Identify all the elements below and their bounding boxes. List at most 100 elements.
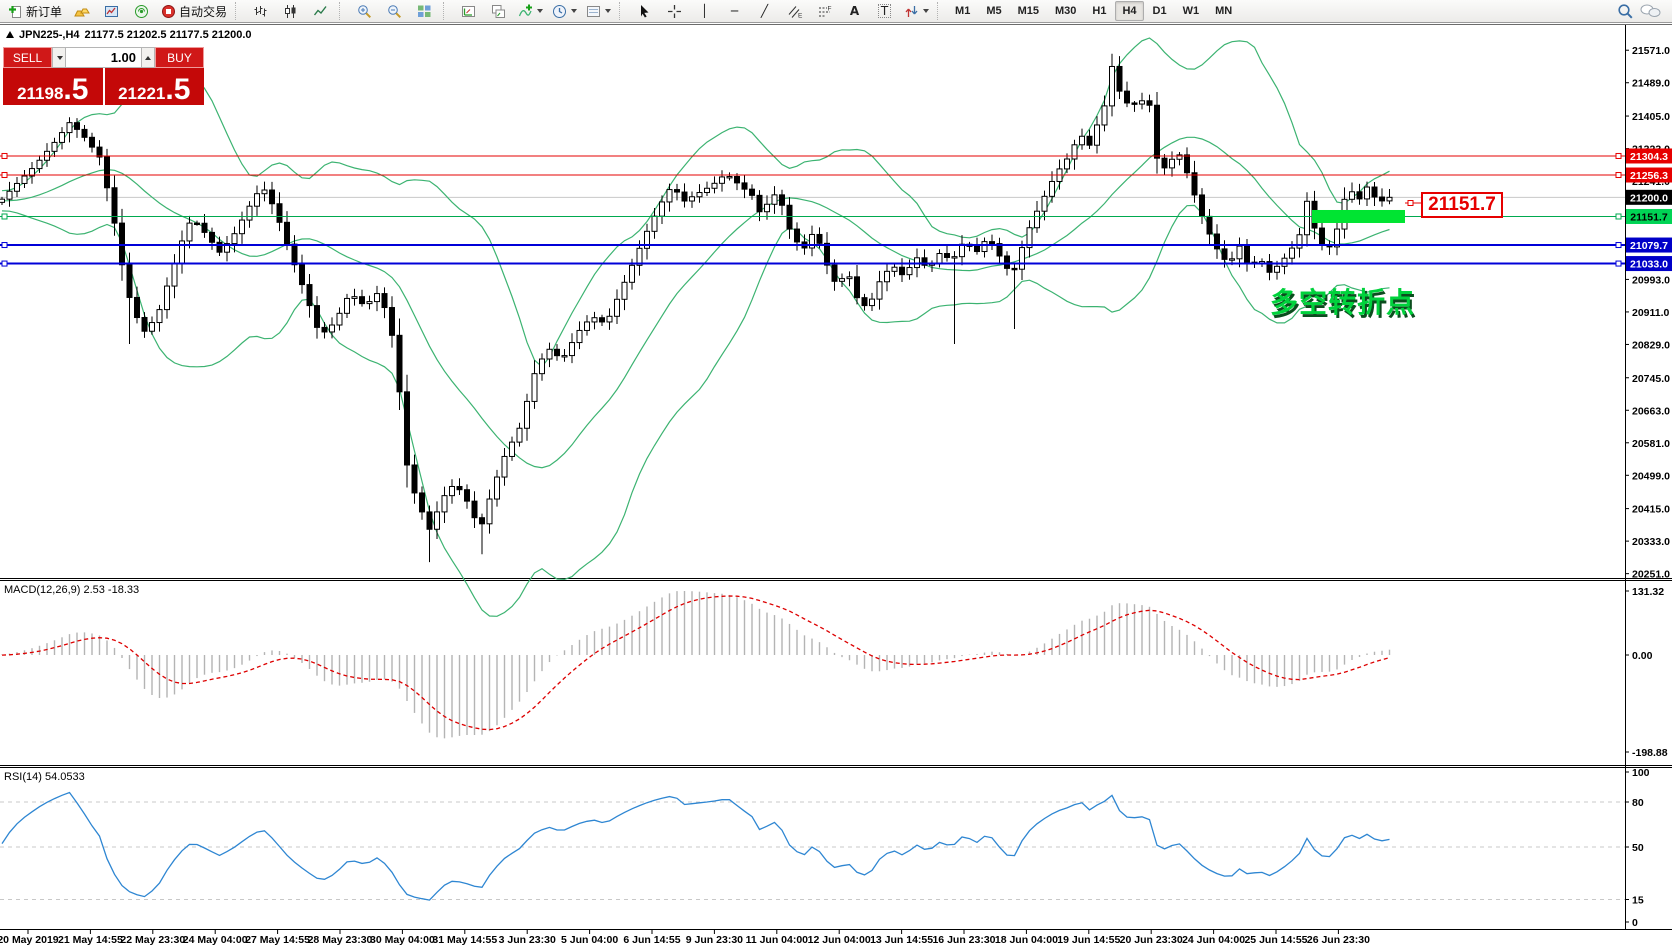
svg-text:26 Jun 23:30: 26 Jun 23:30 [1307, 934, 1370, 946]
signal-button[interactable] [127, 0, 156, 22]
autotrade-icon [162, 4, 176, 18]
svg-text:5 Jun 04:00: 5 Jun 04:00 [561, 934, 618, 946]
timeframe-H4-button[interactable]: H4 [1115, 1, 1144, 21]
svg-text:13 Jun 14:55: 13 Jun 14:55 [870, 934, 933, 946]
timeframe-W1-button[interactable]: W1 [1182, 5, 1200, 17]
zoom-out-button[interactable] [380, 0, 409, 22]
signal-icon [135, 4, 149, 18]
ask-price-main: 21221 [118, 84, 166, 103]
turning-point-annotation[interactable]: 多空转折点 [1270, 287, 1416, 318]
chart-title-bar: JPN225-,H4 21177.5 21202.5 21177.5 21200… [6, 29, 252, 41]
main-toolbar: 新订单 自动交易 [0, 0, 1672, 23]
timeframe-H1-button[interactable]: H1 [1092, 5, 1107, 17]
ask-price[interactable]: 21221 .5 [105, 68, 205, 105]
charts-window-button[interactable] [97, 0, 126, 22]
horizontal-line-button[interactable]: ─ [720, 0, 749, 22]
svg-text:27 May 14:55: 27 May 14:55 [245, 934, 310, 946]
candlestick-chart-icon [285, 4, 296, 18]
buy-button[interactable]: BUY [155, 47, 204, 68]
text-label-button[interactable]: T [870, 0, 899, 22]
arrow-objects-icon [905, 5, 918, 17]
svg-text:20415.0: 20415.0 [1632, 504, 1670, 516]
chevron-down-icon [571, 9, 578, 13]
svg-text:20745.0: 20745.0 [1632, 373, 1670, 385]
bid-price[interactable]: 21198 .5 [3, 68, 103, 105]
svg-text:24 Jun 04:00: 24 Jun 04:00 [1182, 934, 1245, 946]
zoom-in-icon [358, 4, 372, 18]
tile-windows-icon [418, 5, 431, 17]
trendline-button[interactable]: ╱ [750, 0, 779, 22]
svg-text:30 May 04:00: 30 May 04:00 [370, 934, 435, 946]
volume-increase-button[interactable] [141, 47, 155, 68]
chart-symbol-period: JPN225-,H4 [19, 29, 80, 41]
chart-template-icon [587, 5, 601, 17]
text-label-icon: T [877, 4, 892, 18]
chart-template-button[interactable] [582, 0, 615, 22]
svg-text:3 Jun 23:30: 3 Jun 23:30 [499, 934, 556, 946]
tile-windows-button[interactable] [410, 0, 439, 22]
chart-ohlc-values: 21177.5 21202.5 21177.5 21200.0 [84, 29, 252, 41]
zoom-out-icon [388, 4, 402, 18]
timeframe-toolbar: M1 M5 M15 M30 H1 H4 D1 W1 MN [948, 1, 1239, 21]
svg-text:18 Jun 04:00: 18 Jun 04:00 [995, 934, 1058, 946]
line-chart-button[interactable] [306, 0, 335, 22]
text-button[interactable]: A [840, 0, 869, 22]
svg-text:20829.0: 20829.0 [1632, 339, 1670, 351]
search-icon[interactable] [1617, 3, 1634, 20]
vertical-line-button[interactable]: │ [690, 0, 719, 22]
svg-text:20333.0: 20333.0 [1632, 536, 1670, 548]
add-indicator-button[interactable] [514, 0, 547, 22]
fibonacci-button[interactable]: F [810, 0, 839, 22]
svg-text:20581.0: 20581.0 [1632, 438, 1670, 450]
symbol-marker-icon [6, 31, 14, 38]
equidistant-channel-button[interactable]: E [780, 0, 809, 22]
svg-text:19 Jun 14:55: 19 Jun 14:55 [1057, 934, 1120, 946]
arrow-objects-button[interactable] [900, 0, 933, 22]
svg-text:12 Jun 04:00: 12 Jun 04:00 [808, 934, 871, 946]
svg-text:21405.0: 21405.0 [1632, 111, 1670, 123]
svg-text:21571.0: 21571.0 [1632, 45, 1670, 57]
volume-decrease-button[interactable] [52, 47, 66, 68]
svg-text:28 May 23:30: 28 May 23:30 [308, 934, 373, 946]
volume-input[interactable]: 1.00 [66, 47, 141, 68]
svg-text:E: E [798, 12, 803, 19]
timeframe-M5-button[interactable]: M5 [986, 5, 1002, 17]
zoom-in-button[interactable] [350, 0, 379, 22]
svg-text:21033.0: 21033.0 [1630, 259, 1668, 271]
trendline-icon: ╱ [760, 4, 769, 18]
periods-clock-button[interactable] [548, 0, 581, 22]
sell-button[interactable]: SELL [3, 47, 52, 68]
svg-text:20 May 2019: 20 May 2019 [0, 934, 59, 946]
cascade-chart-button[interactable] [484, 0, 513, 22]
arrange-chart-icon [462, 5, 476, 17]
new-order-button[interactable]: 新订单 [4, 0, 66, 22]
arrange-chart-button[interactable] [454, 0, 483, 22]
bar-chart-icon [254, 5, 267, 16]
add-indicator-icon [518, 4, 533, 16]
equidistant-channel-icon: E [788, 5, 803, 19]
crosshair-button[interactable] [660, 0, 689, 22]
toolbar-right-group [1617, 3, 1668, 20]
price-level-tag[interactable]: 21151.7 [1421, 192, 1503, 218]
bar-chart-button[interactable] [246, 0, 275, 22]
autotrade-button[interactable]: 自动交易 [157, 0, 231, 22]
timeframe-D1-button[interactable]: D1 [1152, 5, 1167, 17]
svg-text:21489.0: 21489.0 [1632, 78, 1670, 90]
timeframe-MN-button[interactable]: MN [1215, 5, 1233, 17]
timeframe-M30-button[interactable]: M30 [1055, 5, 1077, 17]
cursor-button[interactable] [630, 0, 659, 22]
chat-icon[interactable] [1640, 3, 1662, 19]
chevron-down-icon [923, 9, 930, 13]
candlestick-chart-button[interactable] [276, 0, 305, 22]
timeframe-M15-button[interactable]: M15 [1017, 5, 1039, 17]
svg-text:21151.7: 21151.7 [1630, 211, 1668, 223]
svg-text:15: 15 [1632, 895, 1644, 907]
timeframe-M1-button[interactable]: M1 [955, 5, 971, 17]
toolbar-separator [235, 2, 242, 20]
svg-text:20663.0: 20663.0 [1632, 405, 1670, 417]
gold-button[interactable] [67, 0, 96, 22]
chevron-down-icon [56, 55, 63, 60]
text-icon: A [849, 4, 860, 18]
